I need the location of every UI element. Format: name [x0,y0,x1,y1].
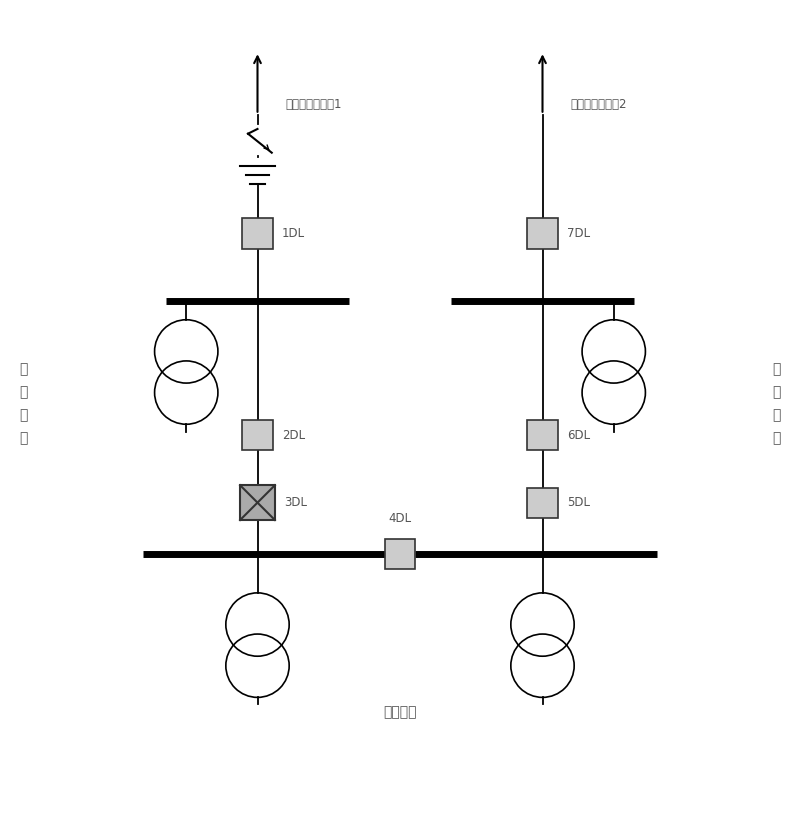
Text: 2DL: 2DL [282,429,305,442]
Bar [527,420,558,451]
Text: 1DL: 1DL [282,227,305,240]
Bar [240,485,275,520]
Text: 3DL: 3DL [285,496,307,509]
Bar [527,218,558,248]
Bar [242,218,273,248]
Text: 主网系统接入点2: 主网系统接入点2 [570,98,626,111]
Text: 变
电
站
乙: 变 电 站 乙 [772,362,780,445]
Text: 变电站内: 变电站内 [383,706,417,719]
Text: 主网系统接入点1: 主网系统接入点1 [286,98,342,111]
Text: 变
电
站
甲: 变 电 站 甲 [20,362,28,445]
Bar [527,487,558,518]
Text: 5DL: 5DL [567,496,590,509]
Bar [242,420,273,451]
Text: 4DL: 4DL [389,512,411,524]
Text: 6DL: 6DL [567,429,590,442]
Text: 7DL: 7DL [567,227,590,240]
Bar [385,539,415,569]
